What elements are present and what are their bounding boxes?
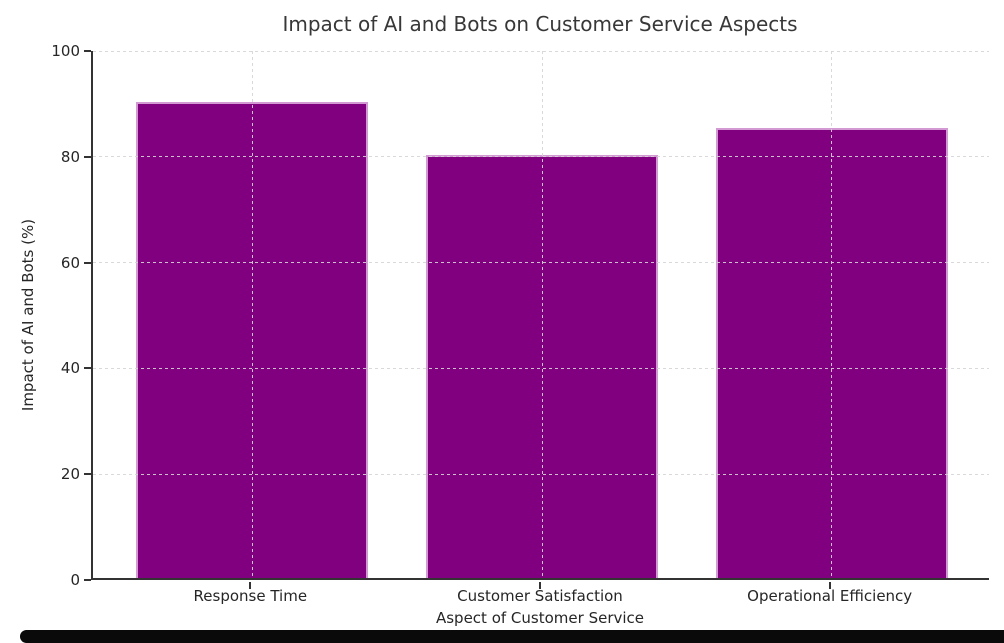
gridline-h (93, 262, 989, 264)
y-axis-label: Impact of AI and Bots (%) (19, 218, 37, 412)
y-tick-mark (84, 367, 91, 370)
plot-area (91, 50, 989, 580)
x-tick-mark (828, 582, 831, 589)
x-tick-mark (539, 582, 541, 589)
y-tick-label: 20 (60, 465, 80, 484)
x-tick-label: Customer Satisfaction (457, 587, 623, 605)
x-tick-label: Operational Efficiency (747, 587, 913, 605)
y-tick-label: 100 (51, 42, 80, 60)
gridline-h (93, 156, 989, 158)
x-tick-mark (249, 582, 252, 589)
x-axis-label: Aspect of Customer Service (435, 609, 644, 627)
y-tick-mark (84, 579, 91, 581)
y-tick-mark (84, 473, 91, 476)
gridline-h (93, 473, 989, 475)
y-tick-mark (84, 261, 91, 264)
gridline-h (93, 367, 989, 369)
y-tick-label: 80 (60, 147, 80, 166)
gridline-h (93, 50, 989, 52)
x-tick-label: Response Time (193, 587, 308, 605)
y-tick-label: 0 (70, 571, 80, 589)
gridline-v (541, 51, 543, 578)
gridline-v (251, 51, 253, 578)
chart-title: Impact of AI and Bots on Customer Servic… (282, 12, 798, 36)
y-tick-mark (84, 50, 91, 52)
gridline-v (831, 51, 833, 578)
y-tick-label: 60 (60, 253, 80, 272)
y-tick-label: 40 (60, 359, 80, 378)
bottom-bar (20, 630, 1004, 643)
y-tick-mark (84, 155, 91, 158)
